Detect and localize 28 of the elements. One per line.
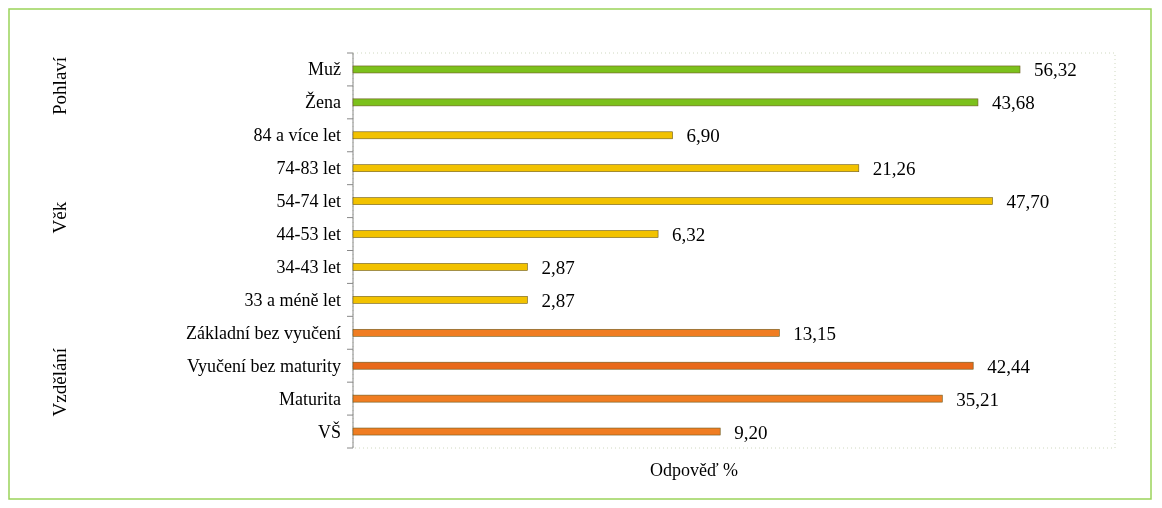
y-tick-label: Žena (305, 91, 341, 113)
y-tick-label: 84 a více let (253, 125, 341, 146)
y-tick-label: 74-83 let (276, 158, 341, 179)
data-label: 9,20 (734, 421, 768, 443)
data-label: 35,21 (956, 388, 1000, 410)
data-label: 13,15 (793, 322, 837, 344)
y-tick-label: Vyučení bez maturity (187, 355, 341, 376)
text: Vzdělání (49, 347, 70, 417)
data-label: 2,87 (541, 289, 575, 311)
y-tick-label: 44-53 let (276, 224, 341, 245)
data-label: 6,32 (672, 224, 706, 246)
y-tick-label: VŠ (317, 420, 341, 442)
data-label: 6,90 (686, 125, 720, 147)
y-tick-label: Maturita (279, 388, 342, 409)
data-label: 47,70 (1006, 191, 1050, 213)
y-tick-label: Základní bez vyučení (186, 322, 341, 343)
x-axis-title: Odpověď % (649, 460, 739, 480)
data-label: 2,87 (541, 256, 575, 278)
data-label: 21,26 (872, 158, 916, 180)
y-tick-label: 54-74 let (276, 191, 341, 212)
text: Věk (49, 201, 70, 234)
y-tick-label: 34-43 let (276, 256, 341, 277)
data-label: 56,32 (1034, 59, 1077, 81)
y-tick-label: 33 a méně let (244, 289, 341, 310)
y-tick-label: Muž (308, 59, 341, 80)
data-label: 43,68 (991, 92, 1035, 114)
text: Pohlaví (49, 56, 70, 115)
data-label: 42,44 (987, 355, 1031, 377)
